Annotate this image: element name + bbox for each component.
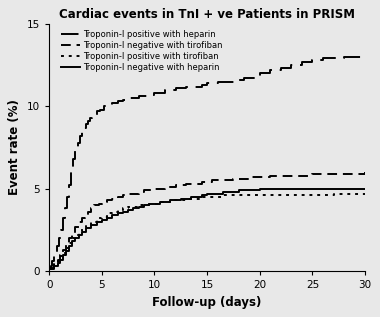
Legend: Troponin-I positive with heparin, Troponin-I negative with tirofiban, Troponin-I: Troponin-I positive with heparin, Tropon… xyxy=(60,28,224,74)
Troponin-I negative with tirofiban xyxy=(289,174,294,178)
Troponin-I positive with tirofiban xyxy=(179,198,183,202)
Troponin-I positive with heparin xyxy=(326,57,331,61)
Troponin-I negative with heparin xyxy=(363,187,367,191)
Troponin-I positive with tirofiban xyxy=(210,195,215,199)
Troponin-I positive with tirofiban xyxy=(363,192,367,196)
Troponin-I positive with heparin xyxy=(200,85,204,88)
Troponin-I positive with tirofiban xyxy=(173,198,178,202)
Troponin-I negative with tirofiban xyxy=(86,210,90,214)
Troponin-I negative with tirofiban xyxy=(70,236,74,240)
Troponin-I positive with heparin xyxy=(47,268,51,271)
Troponin-I positive with tirofiban xyxy=(100,215,104,219)
Troponin-I positive with heparin xyxy=(56,244,61,248)
Troponin-I positive with heparin xyxy=(342,55,346,59)
Troponin-I negative with tirofiban xyxy=(110,198,115,202)
Title: Cardiac events in TnI + ve Patients in PRISM: Cardiac events in TnI + ve Patients in P… xyxy=(59,8,355,21)
Troponin-I negative with heparin xyxy=(100,218,104,222)
X-axis label: Follow-up (days): Follow-up (days) xyxy=(152,296,262,309)
Troponin-I negative with heparin xyxy=(258,187,262,191)
Troponin-I positive with heparin xyxy=(210,81,215,85)
Line: Troponin-I positive with tirofiban: Troponin-I positive with tirofiban xyxy=(49,194,365,269)
Y-axis label: Event rate (%): Event rate (%) xyxy=(8,100,21,195)
Line: Troponin-I negative with tirofiban: Troponin-I negative with tirofiban xyxy=(49,172,365,269)
Troponin-I positive with tirofiban xyxy=(57,254,62,258)
Line: Troponin-I positive with heparin: Troponin-I positive with heparin xyxy=(49,57,365,269)
Troponin-I negative with tirofiban xyxy=(363,170,367,174)
Troponin-I positive with heparin xyxy=(342,57,346,61)
Troponin-I negative with heparin xyxy=(116,211,120,215)
Troponin-I negative with heparin xyxy=(57,258,62,262)
Troponin-I negative with tirofiban xyxy=(47,268,51,271)
Troponin-I positive with tirofiban xyxy=(116,208,120,212)
Line: Troponin-I negative with heparin: Troponin-I negative with heparin xyxy=(49,189,365,269)
Troponin-I negative with heparin xyxy=(210,192,215,196)
Troponin-I positive with heparin xyxy=(189,85,194,88)
Troponin-I negative with tirofiban xyxy=(126,193,130,197)
Troponin-I negative with tirofiban xyxy=(194,182,199,186)
Troponin-I negative with heparin xyxy=(47,268,51,271)
Troponin-I negative with heparin xyxy=(179,198,183,202)
Troponin-I positive with tirofiban xyxy=(331,192,336,196)
Troponin-I positive with heparin xyxy=(363,55,367,59)
Troponin-I negative with heparin xyxy=(173,198,178,202)
Troponin-I positive with tirofiban xyxy=(47,268,51,271)
